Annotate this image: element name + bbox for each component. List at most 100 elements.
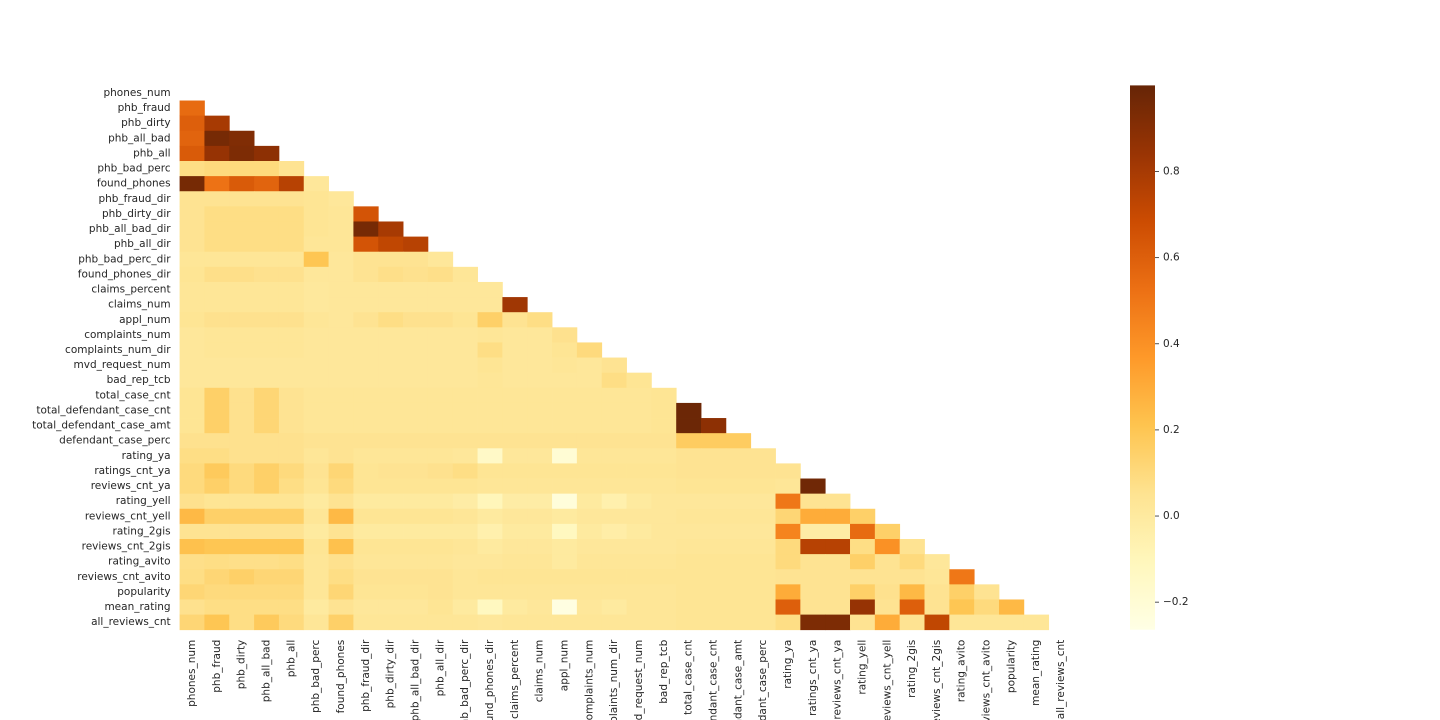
heatmap-cell (477, 614, 503, 631)
heatmap-cell (502, 493, 528, 510)
heatmap-cell (204, 599, 230, 615)
heatmap-cell (651, 402, 677, 419)
heatmap-cell (303, 523, 329, 540)
heatmap-cell (527, 508, 553, 525)
heatmap-cell (303, 599, 329, 615)
heatmap-cell (601, 448, 627, 464)
heatmap-cell (427, 539, 454, 555)
heatmap-cell (552, 387, 578, 404)
heatmap-cell (204, 478, 230, 495)
heatmap-cell (601, 387, 627, 404)
heatmap-cell (552, 584, 578, 600)
heatmap-cell (576, 478, 603, 495)
heatmap-cell (502, 342, 528, 358)
heatmap-cell (427, 599, 454, 615)
x-tick-label: total_defendant_case_cnt (707, 640, 719, 720)
heatmap-cell (229, 161, 255, 177)
heatmap-cell (353, 266, 379, 283)
heatmap-cell (378, 387, 404, 404)
heatmap-cell (403, 478, 429, 495)
heatmap-cell (179, 402, 205, 419)
heatmap-cell (502, 463, 528, 479)
heatmap-cell (850, 569, 876, 585)
heatmap-cell (204, 281, 230, 298)
y-tick-label: total_defendant_case_cnt (36, 404, 170, 416)
heatmap-cell (477, 312, 503, 328)
heatmap-cell (254, 569, 280, 585)
x-tick-label: mvd_request_num (633, 640, 645, 720)
heatmap-cell (452, 312, 478, 328)
heatmap-cell (775, 569, 801, 585)
heatmap-cell (502, 508, 528, 525)
heatmap-cell (179, 539, 205, 555)
heatmap-cell (626, 614, 652, 631)
heatmap-cell (527, 372, 553, 389)
heatmap-cell (403, 297, 429, 313)
heatmap-cell (800, 569, 826, 585)
heatmap-cell (601, 418, 627, 434)
heatmap-cell (378, 266, 404, 283)
heatmap-cell (427, 463, 454, 479)
heatmap-cell (179, 266, 205, 283)
heatmap-cell (552, 433, 578, 449)
heatmap-cell (452, 281, 478, 298)
heatmap-cell (278, 221, 305, 237)
heatmap-cell (651, 539, 677, 555)
x-tick-label: phb_fraud (211, 640, 223, 693)
heatmap-cell (676, 493, 702, 510)
heatmap-cell (502, 584, 528, 600)
heatmap-cell (850, 599, 876, 615)
heatmap-cell (800, 523, 826, 540)
heatmap-cell (303, 433, 329, 449)
heatmap-cell (328, 493, 354, 510)
heatmap-cell (378, 554, 404, 570)
heatmap-cell (229, 357, 255, 374)
heatmap-cell (278, 372, 305, 389)
heatmap-cell (278, 342, 305, 358)
heatmap-cell (427, 312, 454, 328)
heatmap-cell (353, 221, 379, 237)
heatmap-cell (254, 312, 280, 328)
heatmap-cell (576, 493, 603, 510)
heatmap-cell (303, 342, 329, 358)
heatmap-cell (403, 554, 429, 570)
x-tick-label: rating_yell (856, 640, 868, 695)
heatmap-cell (576, 554, 603, 570)
colorbar-tick-label: 0.8 (1163, 166, 1180, 178)
y-tick-label: phb_bad_perc_dir (78, 253, 171, 265)
heatmap-cell (427, 448, 454, 464)
heatmap-cell (204, 539, 230, 555)
heatmap-cell (303, 387, 329, 404)
x-tick-label: phb_fraud_dir (360, 639, 372, 712)
heatmap-cell (775, 523, 801, 540)
heatmap-cell (651, 387, 677, 404)
heatmap-cell (452, 523, 478, 540)
heatmap-cell (750, 554, 776, 570)
heatmap-cell (850, 523, 876, 540)
x-tick-label: rating_2gis (906, 640, 918, 698)
heatmap-cell (204, 372, 230, 389)
heatmap-cell (502, 478, 528, 495)
heatmap-cell (353, 236, 379, 253)
heatmap-cell (254, 554, 280, 570)
y-tick-label: phb_all_bad (108, 132, 171, 144)
heatmap-cell (527, 387, 553, 404)
heatmap-cell (775, 463, 801, 479)
heatmap-cell (651, 569, 677, 585)
heatmap-cell (576, 342, 603, 358)
heatmap-cell (998, 614, 1025, 631)
heatmap-cell (676, 433, 702, 449)
heatmap-cell (651, 448, 677, 464)
heatmap-cell (874, 569, 901, 585)
heatmap-cell (676, 614, 702, 631)
heatmap-cell (204, 191, 230, 207)
heatmap-cell (378, 236, 404, 253)
x-tick-label: rating_ya (782, 640, 794, 689)
heatmap-cell (254, 357, 280, 374)
heatmap-cell (403, 569, 429, 585)
heatmap-cell (899, 554, 925, 570)
heatmap-cell (750, 478, 776, 495)
heatmap-cell (254, 372, 280, 389)
heatmap-cell (303, 463, 329, 479)
heatmap-cell (403, 493, 429, 510)
